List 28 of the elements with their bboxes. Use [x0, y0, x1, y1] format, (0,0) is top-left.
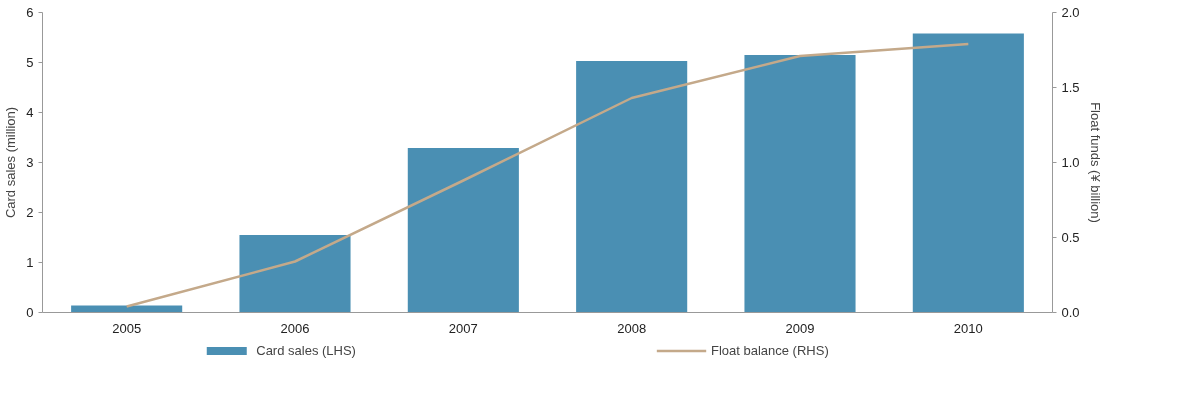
x-tick-label: 2006 [280, 320, 310, 336]
y-tick-label: 5 [26, 55, 34, 70]
y-tick-label: 2 [26, 205, 34, 220]
y-axis-title: Card sales (million) [3, 106, 19, 219]
x-tick-label: 2010 [953, 320, 983, 336]
y2-tick-label: 0.5 [1061, 230, 1080, 245]
y2-tick-label: 1.0 [1061, 155, 1080, 170]
legend-label: Card sales (LHS) [256, 342, 356, 358]
y-tick-label: 6 [26, 5, 34, 20]
x-tick-label: 2007 [448, 320, 478, 336]
y2-tick-label: 0.0 [1061, 305, 1080, 320]
y-tick-label: 1 [26, 255, 34, 270]
line-series [125, 42, 970, 308]
bar [912, 33, 1024, 313]
bar [239, 235, 351, 313]
x-tick-label: 2008 [617, 320, 647, 336]
legend-label: Float balance (RHS) [710, 342, 829, 358]
x-tick-label: 2009 [785, 320, 815, 336]
y2-tick-label: 2.0 [1061, 5, 1080, 20]
bar [576, 61, 688, 313]
y-tick-label: 0 [26, 305, 34, 320]
y-tick-label: 3 [26, 155, 34, 170]
bar [744, 55, 856, 313]
x-tick-label: 2005 [112, 320, 142, 336]
bar [407, 148, 519, 313]
y2-tick-label: 1.5 [1061, 80, 1080, 95]
y2-axis-title: Float funds (¥ billion) [1087, 102, 1103, 223]
y-tick-label: 4 [26, 105, 34, 120]
